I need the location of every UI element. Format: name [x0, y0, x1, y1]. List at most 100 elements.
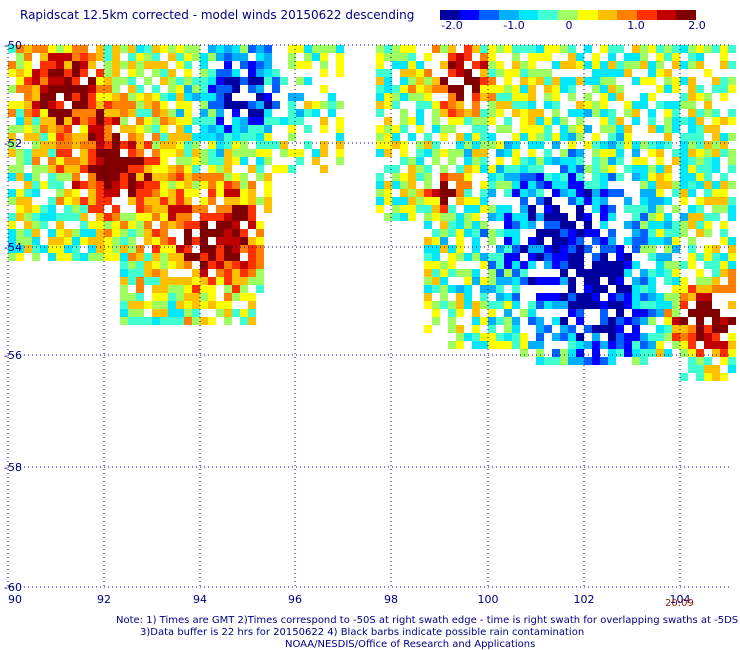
wind-pixel — [432, 45, 440, 53]
wind-pixel — [128, 269, 136, 277]
wind-pixel — [40, 85, 48, 93]
wind-pixel — [696, 213, 704, 221]
wind-pixel — [696, 253, 704, 261]
wind-pixel — [608, 157, 616, 165]
wind-pixel — [560, 45, 568, 53]
wind-pixel — [416, 109, 424, 117]
wind-pixel — [616, 61, 624, 69]
wind-pixel — [600, 213, 608, 221]
wind-pixel — [112, 117, 120, 125]
wind-pixel — [672, 237, 680, 245]
wind-pixel — [520, 333, 528, 341]
wind-pixel — [680, 197, 688, 205]
wind-pixel — [376, 69, 384, 77]
wind-pixel — [168, 245, 176, 253]
wind-pixel — [576, 117, 584, 125]
wind-pixel — [376, 109, 384, 117]
wind-pixel — [200, 261, 208, 269]
wind-pixel — [552, 261, 560, 269]
wind-pixel — [624, 293, 632, 301]
wind-pixel — [184, 221, 192, 229]
wind-pixel — [624, 61, 632, 69]
wind-pixel — [504, 117, 512, 125]
wind-pixel — [464, 181, 472, 189]
wind-pixel — [440, 213, 448, 221]
wind-pixel — [240, 237, 248, 245]
wind-pixel — [152, 253, 160, 261]
wind-pixel — [496, 173, 504, 181]
wind-pixel — [536, 229, 544, 237]
wind-pixel — [584, 301, 592, 309]
wind-pixel — [80, 181, 88, 189]
wind-pixel — [680, 165, 688, 173]
wind-pixel — [552, 333, 560, 341]
wind-pixel — [512, 53, 520, 61]
wind-pixel — [704, 245, 712, 253]
wind-pixel — [496, 213, 504, 221]
wind-pixel — [88, 189, 96, 197]
wind-pixel — [544, 205, 552, 213]
colorbar-label-min: -2.0 — [441, 19, 463, 32]
wind-pixel — [592, 349, 600, 357]
wind-pixel — [168, 293, 176, 301]
wind-pixel — [64, 109, 72, 117]
wind-pixel — [608, 149, 616, 157]
wind-pixel — [176, 293, 184, 301]
wind-pixel — [552, 357, 560, 365]
wind-pixel — [616, 277, 624, 285]
wind-pixel — [544, 149, 552, 157]
wind-pixel — [248, 293, 256, 301]
wind-pixel — [552, 173, 560, 181]
wind-pixel — [656, 197, 664, 205]
wind-pixel — [648, 205, 656, 213]
wind-pixel — [616, 261, 624, 269]
wind-pixel — [72, 197, 80, 205]
wind-pixel — [464, 333, 472, 341]
wind-pixel — [136, 229, 144, 237]
wind-pixel — [304, 109, 312, 117]
wind-pixel — [208, 93, 216, 101]
wind-pixel — [48, 245, 56, 253]
wind-pixel — [680, 45, 688, 53]
wind-pixel — [376, 181, 384, 189]
wind-pixel — [528, 301, 536, 309]
wind-pixel — [584, 101, 592, 109]
wind-pixel — [472, 309, 480, 317]
wind-pixel — [584, 197, 592, 205]
wind-pixel — [184, 189, 192, 197]
wind-pixel — [568, 341, 576, 349]
wind-pixel — [232, 141, 240, 149]
wind-pixel — [56, 141, 64, 149]
wind-pixel — [496, 253, 504, 261]
wind-pixel — [104, 213, 112, 221]
wind-pixel — [664, 133, 672, 141]
wind-pixel — [208, 77, 216, 85]
wind-pixel — [440, 189, 448, 197]
wind-pixel — [720, 253, 728, 261]
wind-pixel — [248, 261, 256, 269]
wind-pixel — [304, 45, 312, 53]
wind-pixel — [464, 53, 472, 61]
wind-pixel — [568, 141, 576, 149]
wind-pixel — [232, 261, 240, 269]
wind-pixel — [176, 53, 184, 61]
wind-pixel — [472, 101, 480, 109]
wind-pixel — [480, 141, 488, 149]
wind-pixel — [600, 221, 608, 229]
wind-pixel — [712, 197, 720, 205]
wind-pixel — [696, 197, 704, 205]
wind-pixel — [128, 149, 136, 157]
wind-pixel — [216, 269, 224, 277]
wind-pixel — [392, 93, 400, 101]
wind-pixel — [576, 61, 584, 69]
wind-pixel — [584, 229, 592, 237]
wind-pixel — [672, 333, 680, 341]
colorbar-segment — [656, 10, 677, 20]
wind-pixel — [32, 101, 40, 109]
wind-pixel — [72, 133, 80, 141]
wind-pixel — [432, 77, 440, 85]
wind-pixel — [576, 125, 584, 133]
wind-pixel — [640, 221, 648, 229]
wind-pixel — [376, 141, 384, 149]
wind-pixel — [208, 261, 216, 269]
